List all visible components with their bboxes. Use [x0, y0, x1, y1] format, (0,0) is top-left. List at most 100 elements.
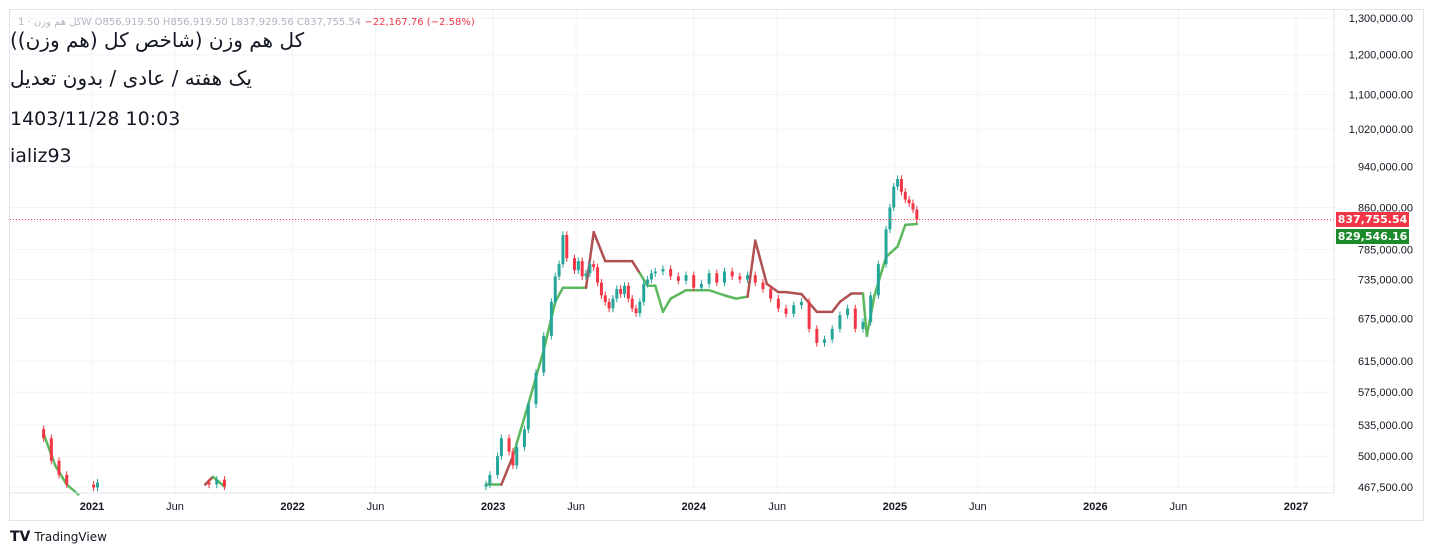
- candle-body: [684, 275, 688, 281]
- candle-body: [496, 456, 500, 475]
- x-tick-label: 2023: [481, 501, 505, 513]
- candle: [888, 203, 892, 234]
- candle: [784, 304, 788, 318]
- candle: [738, 272, 742, 284]
- candle: [599, 278, 603, 300]
- candle-body: [853, 308, 857, 329]
- candle-body: [746, 275, 750, 280]
- candle-body: [42, 429, 46, 439]
- candle-body: [876, 264, 880, 296]
- candle: [488, 471, 492, 489]
- candle: [634, 304, 638, 317]
- candle: [596, 263, 600, 287]
- candle-body: [846, 308, 850, 316]
- candle: [715, 269, 719, 287]
- y-tick-label: 575,000.00: [1358, 387, 1413, 399]
- candle-body: [634, 308, 638, 314]
- candle: [861, 318, 865, 333]
- candle: [899, 175, 903, 196]
- candle: [622, 282, 626, 298]
- y-tick-label: 785,000.00: [1358, 244, 1413, 256]
- trend-segment: [500, 454, 515, 486]
- trend-segment: [830, 300, 842, 314]
- candle: [911, 199, 915, 214]
- candle: [584, 269, 588, 281]
- trend-segment: [723, 294, 738, 300]
- tradingview-logo[interactable]: 𝗧𝗩 TradingView: [10, 529, 107, 545]
- candle-body: [896, 179, 900, 187]
- candle: [549, 298, 553, 340]
- candle: [792, 301, 796, 318]
- candle-body: [576, 261, 580, 271]
- candle: [92, 480, 96, 492]
- trend-segment: [53, 464, 68, 486]
- candle-body: [615, 288, 619, 299]
- candle: [692, 271, 696, 292]
- trend-segment: [873, 255, 888, 297]
- y-tick-label: 1,300,000.00: [1349, 13, 1413, 25]
- candle: [907, 195, 911, 207]
- candle: [588, 260, 592, 277]
- candle-body: [484, 484, 488, 487]
- candle-body: [899, 179, 903, 192]
- last-price-tag: 837,755.54: [1336, 212, 1409, 227]
- candle: [799, 298, 803, 309]
- candle-body: [861, 321, 865, 329]
- candle-body: [522, 429, 526, 448]
- candle-body: [599, 282, 603, 296]
- candle: [615, 285, 619, 303]
- candle-body: [557, 264, 561, 277]
- candle-body: [611, 298, 615, 309]
- trend-segment: [584, 230, 595, 289]
- candle: [776, 294, 780, 313]
- y-tick-label: 675,000.00: [1358, 314, 1413, 326]
- candle-body: [815, 328, 819, 343]
- candle: [892, 182, 896, 212]
- candle: [661, 265, 665, 276]
- trend-segment: [542, 300, 557, 352]
- y-tick-label: 535,000.00: [1358, 420, 1413, 432]
- candle: [496, 452, 500, 479]
- candle-body: [869, 295, 873, 322]
- candle-body: [823, 339, 827, 343]
- candles-group: [42, 175, 919, 492]
- trend-segment: [592, 230, 607, 263]
- y-tick-label: 940,000.00: [1358, 162, 1413, 174]
- candle: [884, 225, 888, 268]
- trend-segment: [707, 288, 726, 297]
- candle-body: [661, 269, 665, 272]
- y-tick-label: 735,000.00: [1358, 275, 1413, 287]
- chart-frame: [9, 9, 1424, 521]
- candle-body: [222, 479, 226, 487]
- candle-body: [561, 234, 565, 265]
- x-axis: 2021 Jun 2022 Jun 2023 Jun 2024 Jun 2025 Jun 2026 J…: [10, 492, 1334, 513]
- candle: [534, 368, 538, 408]
- candle: [853, 304, 857, 333]
- candle: [215, 476, 219, 489]
- candle-body: [57, 460, 61, 475]
- candle-body: [653, 271, 657, 274]
- candle: [830, 325, 834, 344]
- trend-segment: [511, 402, 530, 458]
- chart-author: ializ93: [10, 145, 72, 167]
- candle: [526, 400, 530, 434]
- trend-segment: [630, 259, 642, 275]
- candle-body: [699, 283, 703, 288]
- candle: [769, 285, 773, 303]
- candle-body: [838, 315, 842, 329]
- trend-segment: [784, 290, 803, 296]
- x-tick-label: 2025: [883, 501, 907, 513]
- candle: [603, 291, 607, 306]
- y-tick-label: 467,500.00: [1358, 482, 1413, 494]
- candle: [611, 294, 615, 313]
- tradingview-logo-text: TradingView: [34, 530, 107, 544]
- candle: [580, 257, 584, 281]
- candle-body: [584, 273, 588, 277]
- candle-body: [903, 191, 907, 200]
- candle-body: [565, 234, 569, 259]
- candle-body: [911, 203, 915, 210]
- candle: [699, 280, 703, 292]
- candle: [642, 280, 646, 306]
- x-tick-label: 2024: [681, 501, 706, 513]
